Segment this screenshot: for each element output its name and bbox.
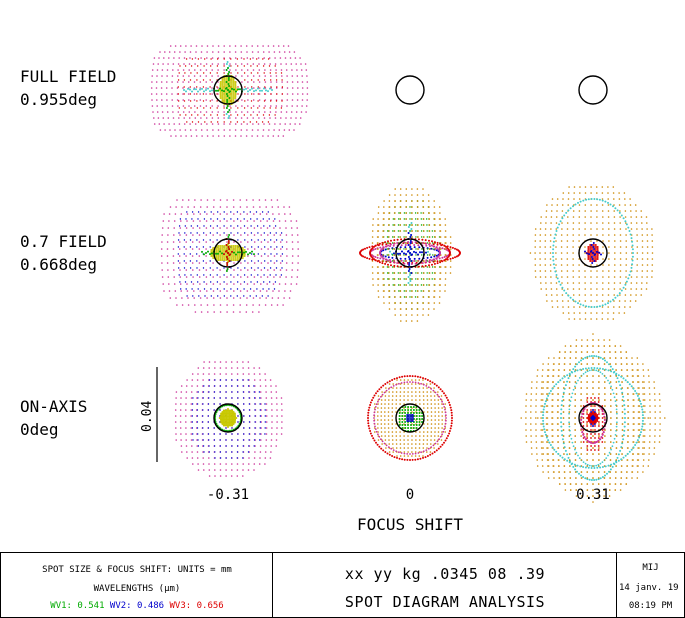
row-label-on-axis: ON-AXIS xyxy=(20,397,87,416)
xaxis-title: FOCUS SHIFT xyxy=(357,515,463,534)
row-label-full-field: FULL FIELD xyxy=(20,67,116,86)
row-angle-07-field: 0.668deg xyxy=(20,255,97,274)
row-label-07-field: 0.7 FIELD xyxy=(20,232,107,251)
drawing-title: SPOT DIAGRAM ANALYSIS xyxy=(344,593,546,611)
wavelength-legend: WV1: 0.541 WV2: 0.486 WV3: 0.656 xyxy=(1,601,273,611)
spot-on-axis-center xyxy=(367,375,453,461)
wavelength-1: WV1: 0.541 xyxy=(50,601,105,611)
focus-value-center: 0 xyxy=(406,487,414,503)
airy-circle xyxy=(578,75,608,105)
spot-on-axis-left xyxy=(174,361,283,477)
date: 14 janv. 19 xyxy=(619,583,679,593)
wavelength-3: WV3: 0.656 xyxy=(169,601,224,611)
spot-07-field-center xyxy=(369,200,451,310)
spot-diagrams xyxy=(150,45,666,503)
row-angle-on-axis: 0deg xyxy=(20,420,59,439)
focus-value-left: -0.31 xyxy=(207,487,249,503)
wavelength-2: WV2: 0.486 xyxy=(109,601,165,611)
airy-circle xyxy=(578,403,608,433)
scale-bar-label: 0.04 xyxy=(140,401,155,432)
airy-disk-circles xyxy=(213,75,608,433)
spot-on-axis-right xyxy=(520,339,666,497)
spot-07-field-left xyxy=(160,199,300,313)
row-angle-full-field: 0.955deg xyxy=(20,90,97,109)
airy-circle xyxy=(213,75,243,105)
info-cell: MIJ 14 janv. 19 08:19 PM xyxy=(617,553,684,617)
airy-circle xyxy=(213,403,243,433)
author: MIJ xyxy=(642,563,659,573)
time: 08:19 PM xyxy=(628,601,673,611)
title-block: SPOT SIZE & FOCUS SHIFT: UNITS = mm WAVE… xyxy=(0,552,685,618)
airy-circle xyxy=(395,238,425,268)
title-cell: xx yy kg .0345 08 .39 SPOT DIAGRAM ANALY… xyxy=(273,553,617,617)
airy-circle xyxy=(395,75,425,105)
focus-value-right: 0.31 xyxy=(576,487,610,503)
title-code: xx yy kg .0345 08 .39 xyxy=(344,565,546,583)
airy-circle xyxy=(578,238,608,268)
units-cell: SPOT SIZE & FOCUS SHIFT: UNITS = mm WAVE… xyxy=(1,553,273,617)
spot-diagram-plot: FULL FIELD 0.955deg 0.7 FIELD 0.668deg O… xyxy=(20,45,666,534)
airy-circle xyxy=(395,403,425,433)
spot-07-field-right xyxy=(529,186,654,320)
units-line: SPOT SIZE & FOCUS SHIFT: UNITS = mm xyxy=(42,565,232,575)
wavelengths-label: WAVELENGTHS (μm) xyxy=(93,584,181,594)
airy-circle xyxy=(213,238,243,268)
spot-full-field-left xyxy=(150,45,309,137)
